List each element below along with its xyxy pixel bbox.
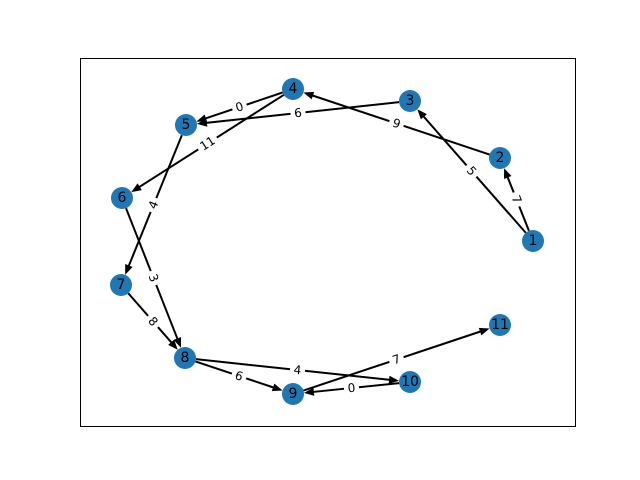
edge-weight-bg — [143, 268, 164, 288]
arrow-head — [504, 168, 512, 179]
node-5: 5 — [175, 114, 197, 136]
edge-weight-text: 0 — [234, 99, 246, 115]
node-label: 11 — [491, 317, 509, 333]
node-circle — [175, 114, 197, 136]
edge-weight-label: 9 — [386, 113, 407, 134]
edge-2-4: 9 — [303, 91, 490, 156]
node-circle — [489, 314, 511, 336]
edge-weight-label: 6 — [229, 366, 249, 386]
edge-weight-bg — [386, 349, 407, 370]
node-4: 4 — [282, 78, 304, 100]
node-9: 9 — [282, 383, 304, 405]
edge-weight-label: 0 — [343, 379, 360, 397]
node-circle — [489, 147, 511, 169]
edge-weight-label: 7 — [386, 349, 407, 370]
node-label: 6 — [118, 190, 127, 206]
edge-8-9: 6 — [195, 360, 283, 392]
edge-4-6: 11 — [131, 94, 285, 193]
edge-5-7: 4 — [125, 134, 183, 275]
edge-weight-text: 7 — [391, 352, 403, 368]
node-label: 5 — [182, 117, 191, 133]
arrow-head — [417, 109, 427, 120]
edge-weight-bg — [229, 366, 249, 386]
edge-4-5: 0 — [196, 91, 283, 123]
edge-1-3: 5 — [417, 109, 527, 234]
node-circle — [282, 78, 304, 100]
arrow-head — [131, 183, 142, 193]
edge-weight-bg — [460, 160, 483, 182]
edge-weight-bg — [506, 189, 527, 210]
node-circle — [522, 230, 544, 252]
edge-weight-text: 6 — [233, 368, 245, 384]
edge-8-10: 4 — [195, 358, 400, 384]
node-label: 1 — [529, 233, 538, 249]
edge-weight-label: 11 — [193, 130, 222, 157]
node-label: 4 — [289, 81, 298, 97]
arrow-head — [168, 339, 178, 350]
edge-weight-bg — [143, 195, 164, 215]
node-circle — [282, 383, 304, 405]
node-label: 3 — [406, 93, 415, 109]
edge-weight-label: 5 — [460, 160, 483, 182]
edge-weight-label: 4 — [143, 195, 164, 215]
node-2: 2 — [489, 147, 511, 169]
edge-weight-label: 8 — [142, 310, 164, 333]
node-8: 8 — [174, 347, 196, 369]
edges-layer: 7 5 9 6 0 11 4 3 8 6 4 0 7 — [125, 91, 530, 397]
edge-weight-bg — [142, 310, 164, 333]
edge-weight-bg — [343, 379, 360, 397]
edge-weight-text: 9 — [391, 116, 403, 132]
arrow-head — [303, 387, 315, 396]
node-1: 1 — [522, 230, 544, 252]
edge-weight-bg — [289, 361, 306, 379]
node-3: 3 — [399, 90, 421, 112]
node-7: 7 — [110, 274, 132, 296]
edge-7-8: 8 — [127, 292, 178, 350]
arrow-head — [303, 91, 315, 100]
edge-weight-text: 0 — [347, 381, 356, 396]
node-circle — [111, 187, 133, 209]
node-label: 7 — [117, 277, 126, 293]
edge-3-5: 6 — [196, 101, 400, 127]
edge-9-11: 7 — [303, 327, 490, 392]
edge-10-9: 0 — [303, 379, 400, 397]
edge-weight-text: 6 — [293, 106, 302, 121]
node-label: 2 — [496, 150, 505, 166]
arrow-head — [196, 114, 208, 123]
node-label: 9 — [289, 386, 298, 402]
arrow-head — [388, 375, 400, 384]
arrow-head — [173, 336, 182, 348]
edge-weight-bg — [386, 113, 407, 134]
edge-1-2: 7 — [504, 168, 530, 232]
edge-weight-bg — [289, 104, 307, 122]
node-label: 8 — [181, 350, 190, 366]
node-circle — [110, 274, 132, 296]
node-label: 10 — [401, 374, 419, 390]
plot-frame — [80, 58, 576, 427]
edge-weight-text: 11 — [197, 133, 217, 153]
edge-weight-bg — [229, 97, 250, 117]
node-11: 11 — [489, 314, 511, 336]
node-6: 6 — [111, 187, 133, 209]
edge-weight-text: 4 — [293, 363, 302, 378]
edge-weight-label: 7 — [506, 189, 527, 210]
node-circle — [399, 371, 421, 393]
edge-weight-bg — [193, 130, 222, 157]
edge-weight-label: 6 — [289, 104, 307, 122]
node-10: 10 — [399, 371, 421, 393]
edge-weight-label: 0 — [229, 97, 250, 117]
edge-6-8: 3 — [125, 207, 182, 348]
edge-weight-label: 3 — [143, 268, 164, 288]
arrow-head — [125, 264, 133, 275]
arrow-head — [271, 383, 283, 392]
edge-weight-label: 4 — [289, 361, 306, 379]
node-circle — [399, 90, 421, 112]
arrow-head — [478, 327, 490, 336]
node-circle — [174, 347, 196, 369]
nodes-layer: 1 2 3 4 5 6 7 8 9 10 11 — [110, 78, 544, 405]
